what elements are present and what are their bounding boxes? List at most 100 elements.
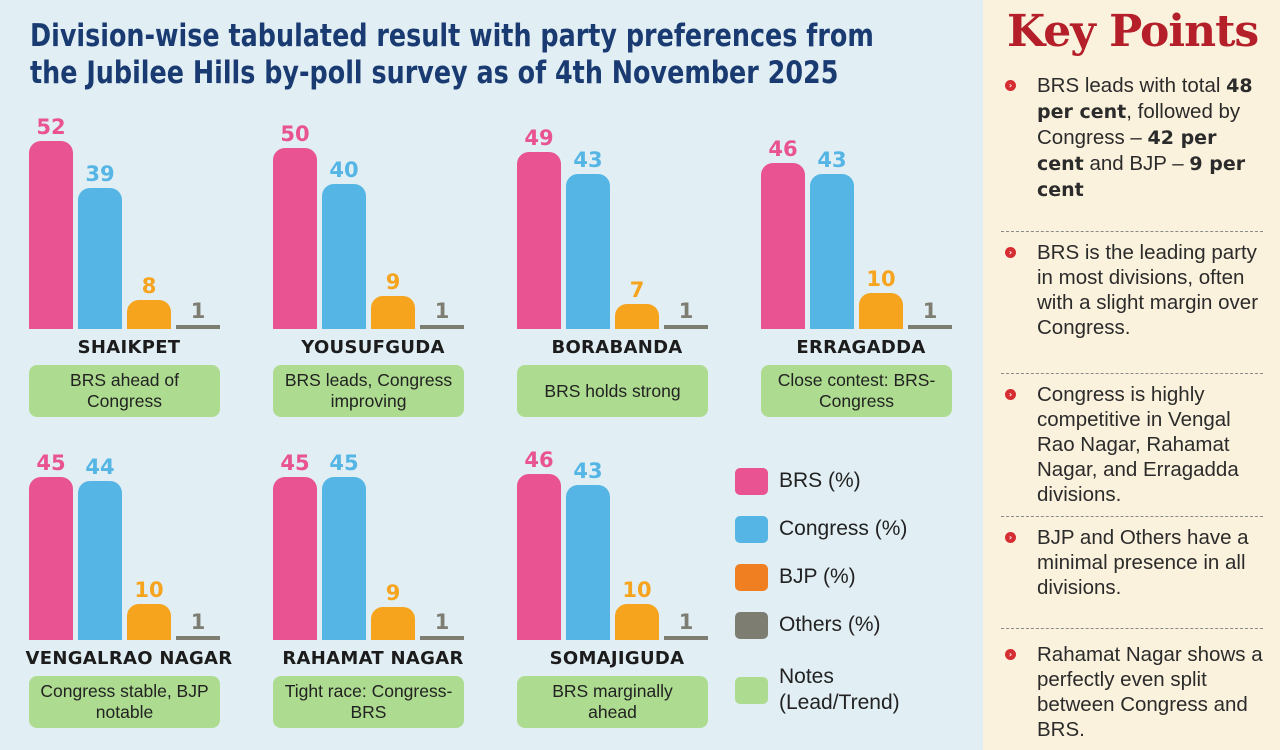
legend-item: BJP (%): [735, 564, 856, 594]
division-note: BRS marginally ahead: [517, 676, 708, 728]
others-bar: [664, 325, 708, 329]
bjp-value-label: 10: [134, 577, 164, 602]
bjp-value-label: 10: [866, 266, 896, 291]
others-bar: [664, 636, 708, 640]
bjp-bar: [859, 292, 903, 329]
congress-bar: [78, 188, 122, 329]
congress-bar: [566, 484, 610, 640]
congress-bar: [810, 173, 854, 329]
division-name: SHAIKPET: [77, 337, 181, 358]
division-plot: 46 43 10 1: [761, 112, 961, 334]
bullet-icon: ›: [1005, 532, 1016, 543]
others-bar: [176, 325, 220, 329]
bullet-icon: ›: [1005, 389, 1016, 400]
legend-item: Others (%): [735, 612, 881, 642]
brs-bar: [29, 477, 73, 640]
division-plot: 45 44 10 1: [29, 423, 229, 645]
division-name: RAHAMAT NAGAR: [282, 648, 464, 669]
division-note: Tight race: Congress-BRS: [273, 676, 464, 728]
legend-swatch: [735, 612, 768, 639]
legend-label: BJP (%): [779, 565, 856, 588]
others-value-label: 1: [922, 299, 938, 324]
division-panel: 46 43 10 1 SOMAJIGUDA BRS marginally ahead: [517, 423, 717, 733]
bjp-value-label: 9: [385, 270, 401, 295]
congress-value-label: 45: [329, 451, 359, 476]
legend-label: BRS (%): [779, 469, 861, 492]
division-plot: 50 40 9 1: [273, 112, 473, 334]
legend-item: Congress (%): [735, 516, 907, 546]
division-plot: 45 45 9 1: [273, 423, 473, 645]
brs-value-label: 50: [280, 122, 310, 147]
bjp-value-label: 9: [385, 581, 401, 606]
brs-bar: [517, 473, 561, 640]
brs-bar: [273, 148, 317, 329]
division-note: BRS leads, Congress improving: [273, 365, 464, 417]
legend-swatch: [735, 677, 768, 704]
division-name: BORABANDA: [551, 337, 683, 358]
division-plot: 52 39 8 1: [29, 112, 229, 334]
legend-item: Notes (Lead/Trend): [735, 664, 929, 714]
bullet-icon: ›: [1005, 247, 1016, 258]
congress-value-label: 43: [573, 147, 603, 172]
chart-title-line-1: Division-wise tabulated result with part…: [30, 18, 874, 54]
congress-bar: [322, 477, 366, 640]
division-note: BRS ahead of Congress: [29, 365, 220, 417]
division-panel: 45 44 10 1 VENGALRAO NAGAR Congress stable, B…: [26, 423, 232, 733]
legend-label: Notes (Lead/Trend): [779, 665, 900, 714]
congress-bar: [78, 480, 122, 640]
division-panel: 49 43 7 1 BORABANDA BRS holds strong: [517, 112, 717, 422]
bjp-value-label: 10: [622, 577, 652, 602]
others-bar: [420, 636, 464, 640]
key-point-text: BJP and Others have a minimal presence i…: [1037, 526, 1249, 599]
bjp-bar: [371, 607, 415, 640]
key-point-divider: [1001, 373, 1263, 374]
others-value-label: 1: [434, 610, 450, 635]
brs-value-label: 49: [524, 125, 554, 150]
legend-label: Others (%): [779, 613, 881, 636]
congress-bar: [566, 173, 610, 329]
chart-title-line-2: the Jubilee Hills by-poll survey as of 4…: [30, 55, 839, 91]
division-name: YOUSUFGUDA: [301, 337, 445, 358]
congress-value-label: 43: [573, 458, 603, 483]
division-note: Close contest: BRS-Congress: [761, 365, 952, 417]
brs-value-label: 45: [280, 451, 310, 476]
brs-value-label: 46: [768, 136, 798, 161]
bjp-bar: [371, 296, 415, 329]
chart-area: Division-wise tabulated result with part…: [25, 18, 961, 733]
congress-value-label: 39: [85, 162, 115, 186]
division-plot: 46 43 10 1: [517, 423, 717, 645]
key-point-text: Rahamat Nagar shows a perfectly even spl…: [1037, 643, 1263, 741]
others-value-label: 1: [190, 299, 206, 324]
brs-value-label: 52: [36, 115, 66, 139]
others-value-label: 1: [678, 610, 694, 635]
division-panel: 50 40 9 1 YOUSUFGUDA BRS leads, Congress impr…: [273, 112, 473, 422]
key-point-text: BRS leads with total 48 per cent, follow…: [1037, 74, 1253, 201]
division-note: BRS holds strong: [517, 365, 708, 417]
congress-bar: [322, 184, 366, 329]
bjp-value-label: 7: [629, 277, 645, 302]
division-panel: 46 43 10 1 ERRAGADDA Close contest: BRS-Congr…: [761, 112, 961, 422]
key-point-text: BRS is the leading party in most divisio…: [1037, 241, 1259, 339]
others-bar: [420, 325, 464, 329]
congress-value-label: 44: [85, 454, 115, 479]
others-value-label: 1: [678, 299, 694, 324]
legend-swatch: [735, 516, 768, 543]
division-panel: 45 45 9 1 RAHAMAT NAGAR Tight race: Congress-…: [273, 423, 473, 733]
division-name: SOMAJIGUDA: [549, 648, 685, 669]
legend-item: BRS (%): [735, 468, 861, 498]
key-point-divider: [1001, 231, 1263, 232]
key-points-panel: Key Points › BRS leads with total 48 per …: [983, 0, 1280, 750]
key-point-divider: [1001, 628, 1263, 629]
legend-label: Congress (%): [779, 517, 908, 540]
key-point-divider: [1001, 516, 1263, 517]
division-panel: 52 39 8 1 SHAIKPET BRS ahead of Congress: [29, 112, 229, 422]
bjp-bar: [127, 300, 171, 329]
bjp-value-label: 8: [141, 274, 157, 299]
brs-value-label: 45: [36, 451, 66, 476]
others-bar: [176, 636, 220, 640]
key-points-title: Key Points: [1007, 6, 1259, 57]
division-note: Congress stable, BJP notable: [29, 676, 220, 728]
chart-title: Division-wise tabulated result with part…: [30, 18, 874, 92]
brs-bar: [273, 477, 317, 640]
division-name: VENGALRAO NAGAR: [25, 648, 233, 669]
